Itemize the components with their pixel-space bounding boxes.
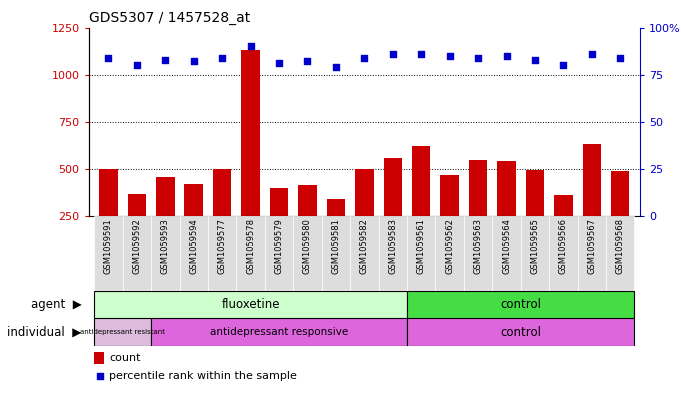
Bar bbox=[123, 216, 151, 291]
Bar bbox=[298, 185, 317, 216]
Point bbox=[103, 55, 114, 61]
Bar bbox=[208, 216, 236, 291]
Bar bbox=[294, 216, 321, 291]
Bar bbox=[350, 216, 379, 291]
Bar bbox=[270, 188, 288, 216]
Bar bbox=[549, 216, 577, 291]
Text: GSM1059594: GSM1059594 bbox=[189, 219, 198, 274]
Text: GDS5307 / 1457528_at: GDS5307 / 1457528_at bbox=[89, 11, 250, 25]
Bar bbox=[236, 216, 265, 291]
Bar bbox=[606, 216, 635, 291]
Text: GSM1059566: GSM1059566 bbox=[559, 219, 568, 274]
Bar bbox=[241, 50, 260, 216]
Text: individual  ▶: individual ▶ bbox=[7, 325, 82, 339]
Point bbox=[245, 43, 256, 50]
Bar bbox=[412, 146, 430, 216]
Bar bbox=[497, 162, 516, 216]
Text: control: control bbox=[501, 325, 541, 339]
Bar bbox=[407, 318, 635, 346]
Point bbox=[444, 53, 455, 59]
Bar bbox=[526, 170, 544, 216]
Point bbox=[615, 55, 626, 61]
Bar bbox=[185, 184, 203, 216]
Bar bbox=[355, 169, 374, 216]
Text: GSM1059582: GSM1059582 bbox=[360, 219, 369, 274]
Text: control: control bbox=[501, 298, 541, 311]
Bar bbox=[441, 174, 459, 216]
Point bbox=[302, 58, 313, 64]
Text: GSM1059562: GSM1059562 bbox=[445, 219, 454, 274]
Text: GSM1059564: GSM1059564 bbox=[502, 219, 511, 274]
Point bbox=[94, 373, 105, 380]
Text: GSM1059593: GSM1059593 bbox=[161, 219, 170, 274]
Bar bbox=[379, 216, 407, 291]
Point bbox=[416, 51, 427, 57]
Bar bbox=[180, 216, 208, 291]
Bar bbox=[99, 169, 118, 216]
Bar bbox=[435, 216, 464, 291]
Text: antidepressant resistant: antidepressant resistant bbox=[80, 329, 165, 335]
Bar bbox=[156, 178, 174, 216]
Text: GSM1059578: GSM1059578 bbox=[246, 219, 255, 274]
Bar bbox=[94, 291, 407, 318]
Bar bbox=[582, 145, 601, 216]
Bar bbox=[213, 169, 232, 216]
Point bbox=[530, 57, 541, 63]
Bar bbox=[265, 216, 294, 291]
Text: GSM1059591: GSM1059591 bbox=[104, 219, 113, 274]
Text: GSM1059580: GSM1059580 bbox=[303, 219, 312, 274]
Bar bbox=[521, 216, 549, 291]
Bar bbox=[492, 216, 521, 291]
Bar bbox=[554, 195, 573, 216]
Bar bbox=[383, 158, 402, 216]
Bar bbox=[407, 291, 635, 318]
Bar bbox=[611, 171, 629, 216]
Text: GSM1059563: GSM1059563 bbox=[473, 219, 483, 274]
Point bbox=[188, 58, 199, 64]
Text: GSM1059577: GSM1059577 bbox=[218, 219, 227, 274]
Point bbox=[387, 51, 398, 57]
Text: GSM1059568: GSM1059568 bbox=[616, 219, 624, 274]
Bar bbox=[327, 199, 345, 216]
Point bbox=[586, 51, 597, 57]
Point bbox=[558, 62, 569, 68]
Point bbox=[160, 57, 171, 63]
Point bbox=[359, 55, 370, 61]
Text: count: count bbox=[110, 353, 141, 363]
Bar bbox=[407, 216, 435, 291]
Text: GSM1059579: GSM1059579 bbox=[274, 219, 283, 274]
Text: GSM1059561: GSM1059561 bbox=[417, 219, 426, 274]
Bar bbox=[464, 216, 492, 291]
Bar bbox=[94, 216, 123, 291]
Point bbox=[131, 62, 142, 68]
Text: GSM1059581: GSM1059581 bbox=[332, 219, 340, 274]
Text: percentile rank within the sample: percentile rank within the sample bbox=[110, 371, 298, 382]
Bar bbox=[151, 216, 180, 291]
Text: GSM1059565: GSM1059565 bbox=[530, 219, 539, 274]
Point bbox=[217, 55, 227, 61]
Text: GSM1059592: GSM1059592 bbox=[132, 219, 142, 274]
Text: fluoxetine: fluoxetine bbox=[221, 298, 280, 311]
Bar bbox=[94, 352, 104, 364]
Bar bbox=[94, 318, 151, 346]
Text: antidepressant responsive: antidepressant responsive bbox=[210, 327, 348, 337]
Text: GSM1059567: GSM1059567 bbox=[587, 219, 597, 274]
Bar bbox=[469, 160, 488, 216]
Point bbox=[274, 60, 285, 66]
Point bbox=[330, 64, 341, 70]
Bar bbox=[151, 318, 407, 346]
Text: GSM1059583: GSM1059583 bbox=[388, 219, 397, 274]
Bar bbox=[577, 216, 606, 291]
Bar bbox=[127, 193, 146, 216]
Bar bbox=[321, 216, 350, 291]
Point bbox=[473, 55, 484, 61]
Text: agent  ▶: agent ▶ bbox=[31, 298, 82, 311]
Point bbox=[501, 53, 512, 59]
